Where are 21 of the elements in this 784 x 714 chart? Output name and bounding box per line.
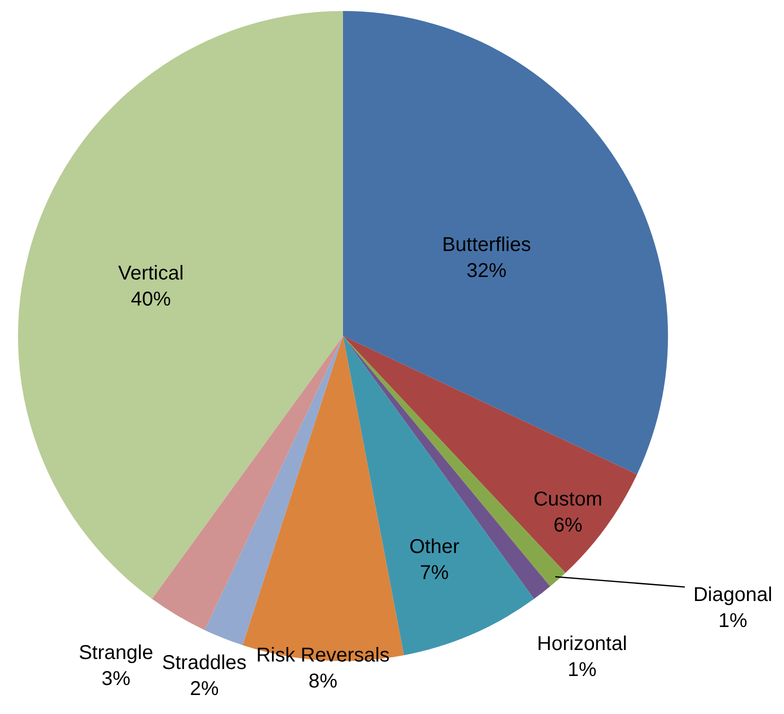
data-label: 40% xyxy=(130,288,172,311)
slice-label: Diagonal xyxy=(693,584,772,606)
data-label: 2% xyxy=(190,678,219,700)
data-label: 32% xyxy=(466,260,507,282)
data-label: 8% xyxy=(308,670,338,692)
slice-label: Straddles xyxy=(162,652,247,674)
slice-label: Horizontal xyxy=(537,633,628,656)
data-label: 7% xyxy=(420,562,450,584)
slice-label: Other xyxy=(409,536,460,558)
data-label: 3% xyxy=(102,668,131,690)
data-label: 6% xyxy=(553,514,583,536)
data-label: 1% xyxy=(718,610,748,632)
pie-slice xyxy=(204,336,343,646)
slice-label: Vertical xyxy=(118,262,184,285)
pie-slice xyxy=(343,11,668,474)
pie-slice xyxy=(152,336,343,630)
pie-slice xyxy=(18,11,343,599)
data-label: 1% xyxy=(568,659,597,682)
slice-label: Custom xyxy=(533,488,602,510)
slice-label: Strangle xyxy=(78,642,154,664)
slice-label: Butterflies xyxy=(442,234,532,256)
